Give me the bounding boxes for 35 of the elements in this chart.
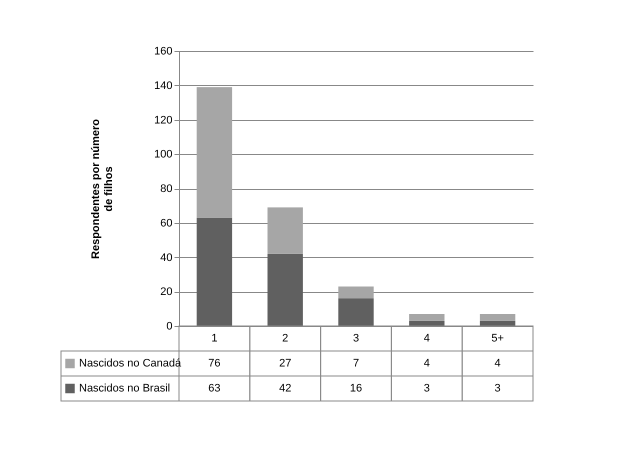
data-label: 7 (352, 358, 360, 370)
data-label: 63 (208, 382, 221, 394)
y-tick-label: 140 (154, 80, 172, 92)
x-tick-label: 3 (352, 332, 360, 344)
bar (268, 207, 303, 254)
data-label: 76 (208, 358, 221, 370)
x-tick-label: 1 (211, 332, 218, 344)
y-tick-label: 0 (166, 320, 172, 332)
x-tick-label: 4 (424, 332, 430, 344)
x-tick-label: 5+ (491, 332, 504, 344)
data-label: 27 (279, 358, 292, 370)
bar (196, 87, 232, 218)
bar (268, 254, 303, 326)
legend-label: Nascidos no Brasil (79, 382, 170, 394)
bar (480, 314, 516, 321)
x-tick-label: 2 (282, 332, 288, 344)
bar (196, 218, 232, 326)
y-tick-label: 160 (154, 46, 172, 58)
y-tick-label: 60 (160, 217, 172, 230)
y-axis-title: Respondentes por número de filhos (90, 118, 116, 259)
y-tick-label: 40 (160, 252, 172, 264)
bar (409, 314, 444, 321)
y-tick-label: 120 (154, 114, 172, 126)
y-tick-label: 100 (154, 148, 172, 161)
y-tick-label: 80 (160, 183, 172, 195)
legend-label: Nascidos no Canadá (79, 358, 182, 370)
bar (338, 286, 374, 298)
data-label: 3 (424, 382, 430, 394)
data-label: 16 (350, 382, 362, 394)
data-label: 4 (424, 358, 430, 370)
data-label: 4 (494, 358, 501, 370)
data-label: 42 (279, 382, 292, 394)
y-tick-label: 20 (160, 286, 172, 298)
bar (338, 298, 374, 326)
data-label: 3 (494, 382, 501, 394)
